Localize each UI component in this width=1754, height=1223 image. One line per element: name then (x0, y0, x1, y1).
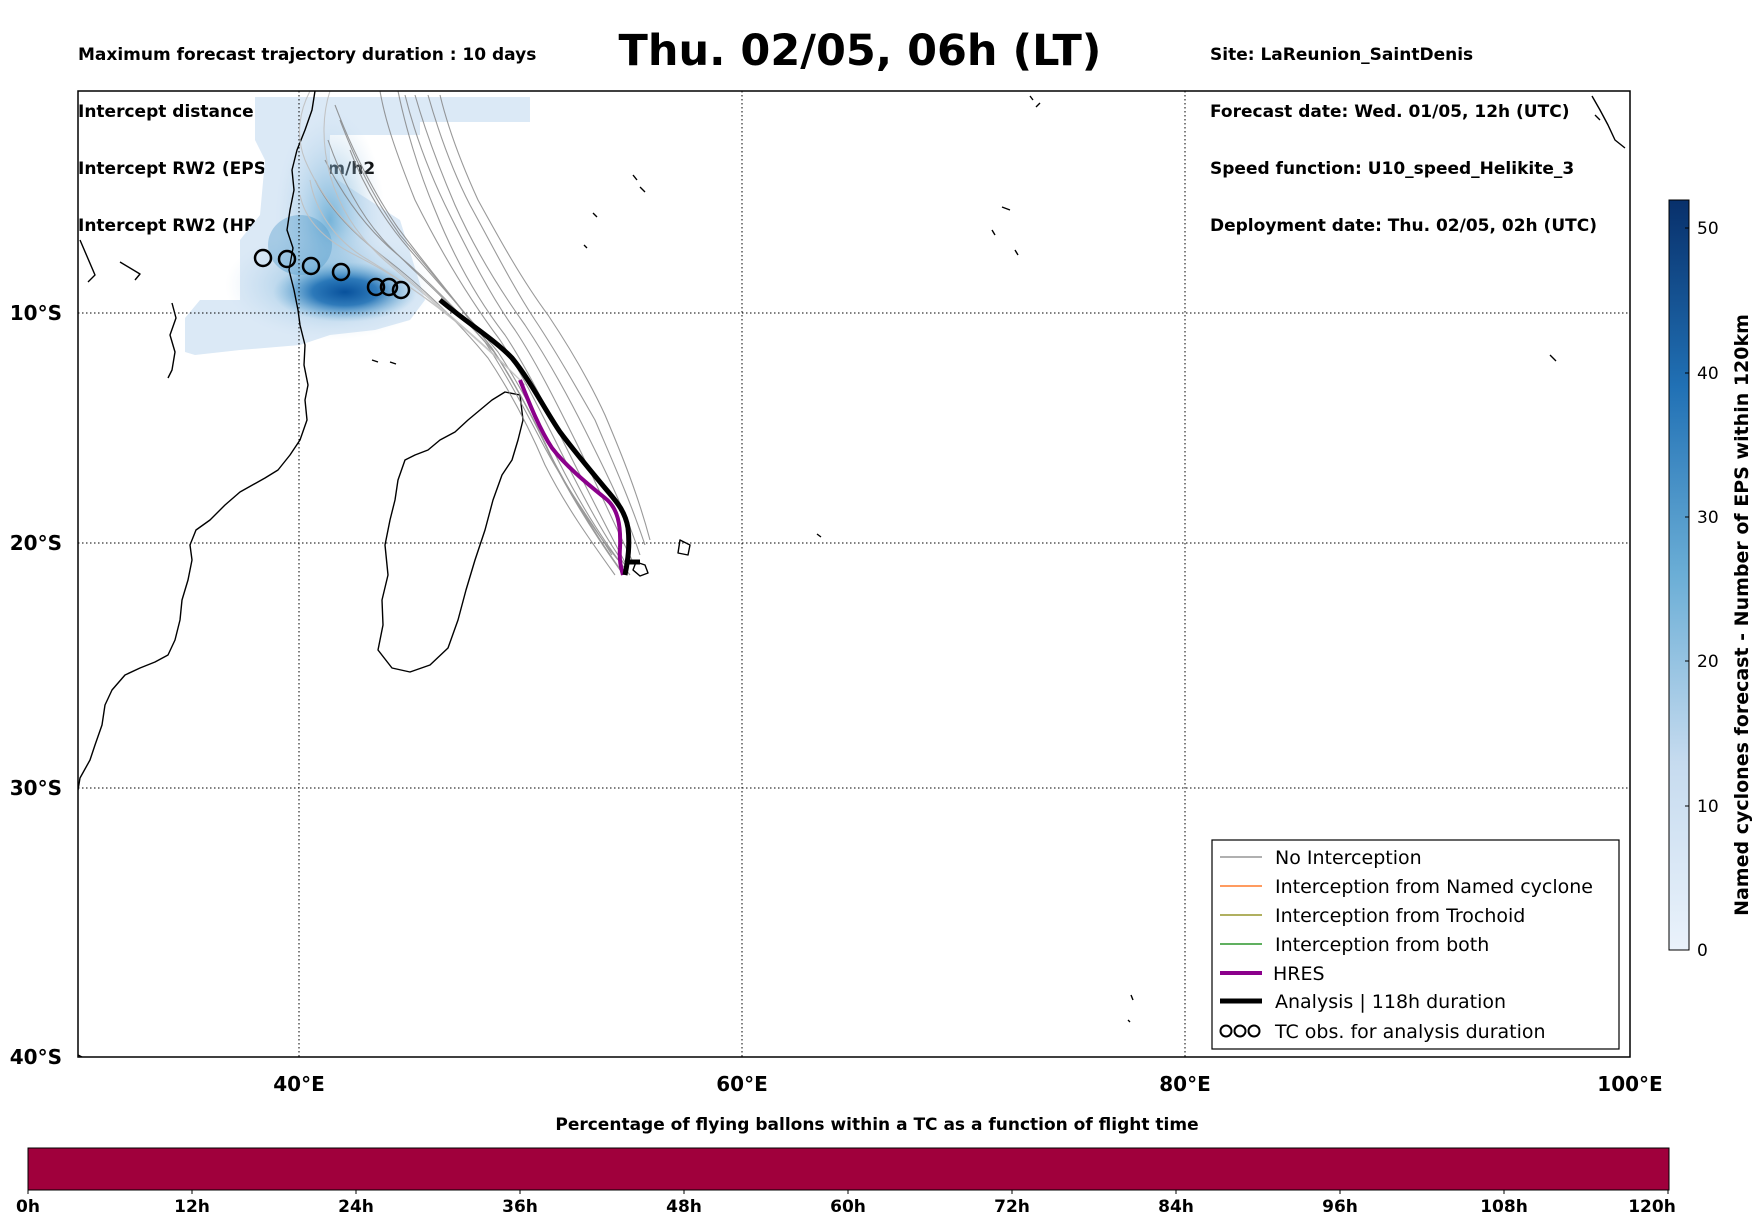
timebar-tick: 108h (1480, 1197, 1528, 1217)
info-line: Site: LaReunion_SaintDenis (1210, 45, 1474, 65)
chagos-islands (991, 95, 1041, 256)
lon-tick-label: 80°E (1159, 1072, 1211, 1096)
info-line: Forecast date: Wed. 01/05, 12h (UTC) (1210, 102, 1570, 122)
colorbar-gradient (1668, 199, 1690, 951)
tc-observation-icon (379, 277, 399, 297)
trajectory-line (349, 149, 631, 576)
tc-observation-icon (253, 248, 273, 268)
cyclone-density-field (185, 97, 530, 355)
timebar-tick: 120h (1628, 1197, 1676, 1217)
hres-trajectory (518, 379, 625, 576)
legend-box (1211, 839, 1620, 1050)
grid-lines (78, 91, 1630, 1057)
timebar-tick: 36h (502, 1197, 538, 1217)
lat-tick-label: 30°S (10, 776, 62, 800)
trajectory-line (323, 91, 526, 386)
trajectory-line (439, 94, 651, 541)
timebar-tick: 0h (16, 1197, 40, 1217)
indonesia-coastline (1591, 95, 1626, 149)
small-islands (78, 354, 1557, 1057)
lat-tick-label: 20°S (10, 531, 62, 555)
legend-label: Analysis | 118h duration (1275, 991, 1506, 1013)
colorbar-tick: 50 (1697, 219, 1719, 239)
mozambique-channel-islands (79, 239, 397, 365)
trajectory-line (327, 139, 613, 556)
colorbar-tick: 30 (1697, 508, 1719, 528)
seychelles-islands (583, 174, 646, 249)
legend-label: HRES (1273, 963, 1325, 985)
timebar-tick: 84h (1158, 1197, 1194, 1217)
lon-tick-label: 60°E (716, 1072, 768, 1096)
info-line: Maximum forecast trajectory duration : 1… (78, 45, 537, 65)
timebar-tick: 48h (666, 1197, 702, 1217)
trajectory-line (427, 94, 646, 546)
legend-tc-icon (1219, 1024, 1261, 1038)
trajectory-line (397, 91, 629, 569)
timebar-tick: 24h (338, 1197, 374, 1217)
madagascar-coastline (377, 391, 524, 673)
lat-tick-label: 40°S (10, 1045, 62, 1069)
legend-label: Interception from both (1275, 934, 1489, 956)
timebar-tick: 72h (994, 1197, 1030, 1217)
legend: No Interception Interception from Named … (1211, 839, 1620, 1050)
trajectory-line (414, 94, 641, 556)
flight-time-bar: 0h 12h 24h 36h 48h 60h 72h 84h 96h 108h … (16, 1147, 1676, 1217)
tc-observation-icon (331, 262, 351, 282)
timebar-tick: 60h (830, 1197, 866, 1217)
timebar-tick: 96h (1322, 1197, 1358, 1217)
timebar-title: Percentage of flying ballons within a TC… (555, 1115, 1199, 1135)
legend-label: Interception from Named cyclone (1275, 876, 1593, 898)
ensemble-trajectories (314, 91, 651, 576)
coastlines (78, 91, 1626, 1057)
colorbar-tick: 10 (1697, 797, 1719, 817)
page-title: Thu. 02/05, 06h (LT) (618, 26, 1102, 76)
lon-tick-label: 40°E (273, 1072, 325, 1096)
tc-observation-icon (391, 280, 411, 300)
info-line: Deployment date: Thu. 02/05, 02h (UTC) (1210, 216, 1597, 236)
timebar-tick: 12h (174, 1197, 210, 1217)
africa-coastline (78, 91, 316, 791)
colorbar-label: Named cyclones forecast - Number of EPS … (1731, 314, 1753, 916)
site-parameters: Site: LaReunion_SaintDenis Forecast date… (1210, 8, 1597, 255)
legend-label: Interception from Trochoid (1275, 905, 1525, 927)
colorbar-tick: 0 (1697, 941, 1708, 961)
comoros-coastline (167, 302, 177, 379)
timebar-fill (27, 1147, 1670, 1191)
info-line: Speed function: U10_speed_Helikite_3 (1210, 159, 1575, 179)
tc-observation-icon (301, 256, 321, 276)
map-frame (77, 90, 1631, 1058)
lon-tick-label: 100°E (1597, 1072, 1662, 1096)
reunion-coastline (632, 561, 649, 577)
axis-labels: 10°S 20°S 30°S 40°S 40°E 60°E 80°E 100°E (10, 301, 1663, 1096)
mauritius-coastline (677, 539, 691, 556)
trajectory-line (299, 194, 511, 371)
tc-observation-icon (277, 249, 297, 269)
tc-observation-icon (366, 277, 386, 297)
faded-trajectories (299, 91, 526, 386)
lat-tick-label: 10°S (10, 301, 62, 325)
analysis-trajectory (438, 298, 640, 576)
legend-label: TC obs. for analysis duration (1274, 1021, 1546, 1043)
colorbar-tick: 40 (1697, 364, 1719, 384)
tc-observations (253, 248, 411, 300)
colorbar-tick: 20 (1697, 652, 1719, 672)
map-area (78, 91, 1630, 1057)
colorbar: 0 10 20 30 40 50 Named cyclones forecast… (1668, 199, 1753, 961)
trajectory-line (379, 91, 626, 566)
legend-label: No Interception (1275, 847, 1422, 869)
